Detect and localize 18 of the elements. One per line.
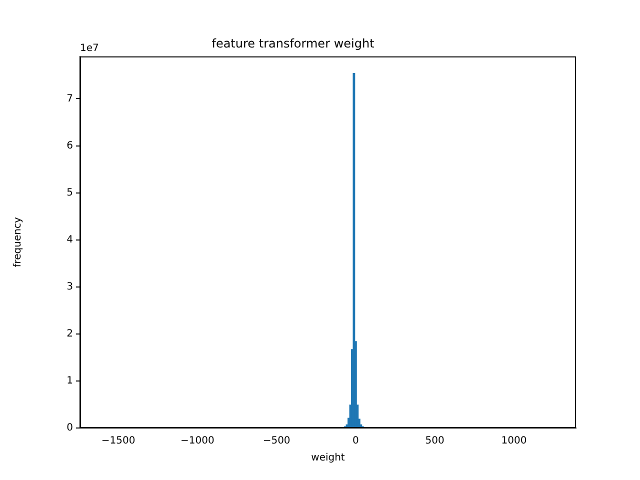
y-axis-title: frequency <box>12 217 24 268</box>
y-tick-label: 7 <box>66 93 73 104</box>
y-tick-label: 1 <box>66 376 73 387</box>
y-tick-label: 3 <box>66 281 73 292</box>
x-tick-label: 500 <box>425 436 444 447</box>
y-tick-label: 2 <box>66 328 73 340</box>
chart-title: feature transformer weight <box>212 36 375 50</box>
text: 1e7 <box>80 42 99 54</box>
x-tick-label: −1500 <box>101 436 136 447</box>
x-tick-label: −1000 <box>180 436 214 447</box>
y-tick-label: 4 <box>66 234 73 246</box>
y-tick-label: 6 <box>66 140 73 152</box>
y-tick-label: 0 <box>66 422 73 434</box>
y-tick-label: 5 <box>66 187 73 198</box>
x-tick-label: −500 <box>262 436 290 447</box>
x-axis-title: weight <box>311 452 345 464</box>
x-tick-label: 1000 <box>501 436 527 447</box>
x-tick-label: 0 <box>352 436 359 447</box>
